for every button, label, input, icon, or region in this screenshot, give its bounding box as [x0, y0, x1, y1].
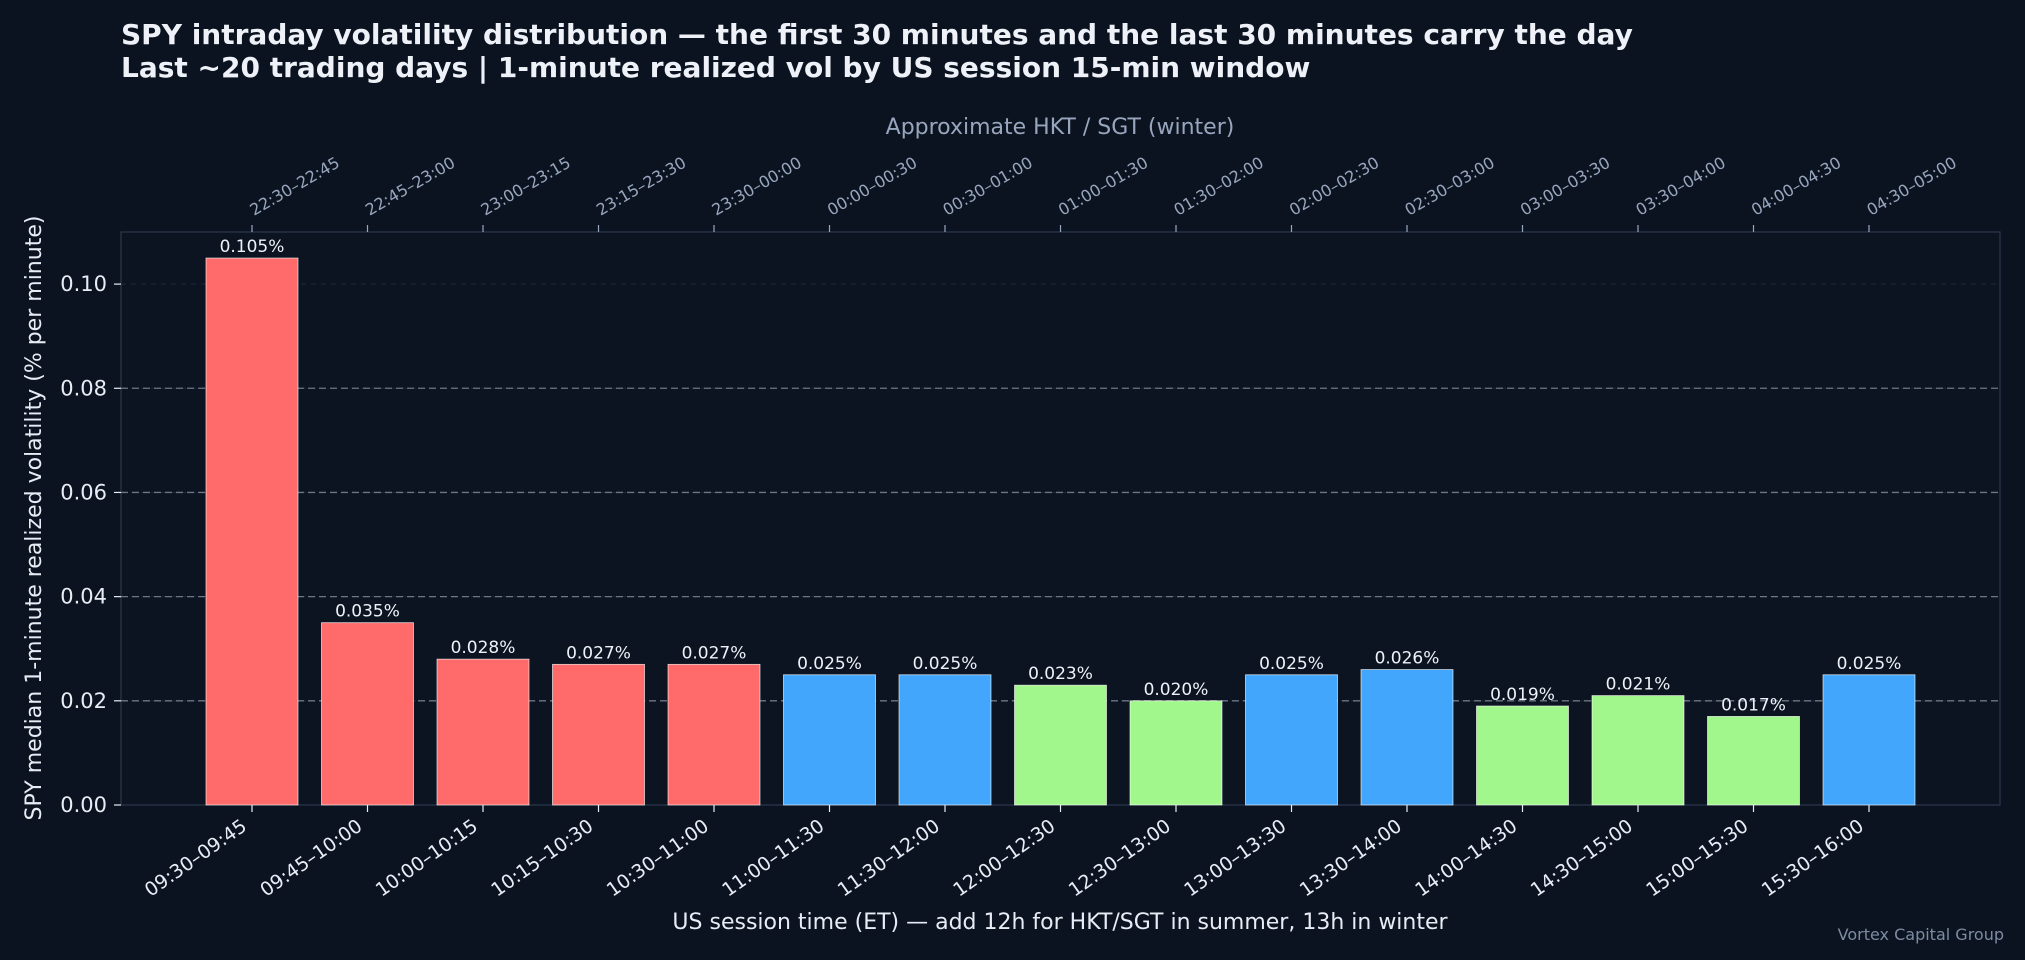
x-tick-label: 11:00–11:30: [718, 815, 828, 901]
data-label: 0.025%: [1837, 654, 1902, 674]
x-tick-label: 12:30–13:00: [1065, 815, 1175, 901]
y-tick-label: 0.00: [60, 793, 107, 817]
y-axis-title: SPY median 1-minute realized volatility …: [22, 216, 47, 821]
data-label: 0.027%: [566, 643, 631, 663]
x-tick-label: 15:30–16:00: [1758, 815, 1868, 901]
chart-title: SPY intraday volatility distribution — t…: [121, 18, 1633, 51]
chart-subtitle: Last ~20 trading days | 1-minute realize…: [121, 51, 1311, 84]
x-tick-label: 09:30–09:45: [141, 815, 251, 901]
top-x-tick-label: 00:00–00:30: [824, 153, 920, 220]
x-tick-label: 13:30–14:00: [1296, 815, 1406, 901]
data-label: 0.021%: [1606, 675, 1671, 695]
data-label: 0.017%: [1721, 695, 1786, 715]
x-tick-label: 10:30–11:00: [603, 815, 713, 901]
x-tick-label: 09:45–10:00: [256, 815, 366, 901]
bar: [205, 257, 299, 806]
x-tick-label: 14:30–15:00: [1527, 815, 1637, 901]
top-x-tick-label: 03:00–03:30: [1517, 153, 1613, 220]
top-x-tick-label: 02:30–03:00: [1402, 153, 1498, 220]
chart-title-block: SPY intraday volatility distribution — t…: [121, 18, 1633, 84]
data-label: 0.027%: [682, 643, 747, 663]
data-label: 0.025%: [797, 654, 862, 674]
top-x-tick-label: 01:30–02:00: [1171, 153, 1267, 220]
top-x-tick-label: 04:30–05:00: [1864, 153, 1960, 220]
bar: [1360, 669, 1454, 806]
secondary-x-axis-title: Approximate HKT / SGT (winter): [886, 115, 1235, 140]
data-label: 0.028%: [451, 638, 516, 658]
x-tick-label: 10:00–10:15: [372, 815, 482, 901]
top-x-tick-label: 04:00–04:30: [1748, 153, 1844, 220]
bar: [552, 663, 645, 806]
bar: [1707, 716, 1800, 806]
bar: [321, 622, 414, 806]
x-tick-label: 12:00–12:30: [949, 815, 1059, 901]
data-label: 0.035%: [335, 602, 400, 622]
top-x-tick-label: 23:00–23:15: [478, 153, 574, 220]
x-tick-label: 14:00–14:30: [1411, 815, 1521, 901]
x-tick-label: 11:30–12:00: [834, 815, 944, 901]
top-x-tick-label: 03:30–04:00: [1633, 153, 1729, 220]
data-label: 0.025%: [913, 654, 978, 674]
watermark: Vortex Capital Group: [1837, 925, 2004, 944]
bar: [1591, 695, 1685, 806]
data-label: 0.105%: [220, 237, 285, 257]
bar: [667, 663, 761, 806]
x-tick-label: 13:00–13:30: [1180, 815, 1290, 901]
bar: [1245, 674, 1338, 806]
top-x-tick-label: 01:00–01:30: [1055, 153, 1151, 220]
x-axis-top: 22:30–22:45 22:45–23:00 23:00–23:15 23:15–2…: [247, 153, 1960, 232]
bar: [783, 674, 876, 806]
data-label: 0.025%: [1259, 654, 1324, 674]
bar: [1822, 674, 1916, 806]
x-tick-label: 10:15–10:30: [487, 815, 597, 901]
x-axis-title: US session time (ET) — add 12h for HKT/S…: [672, 910, 1448, 935]
data-label: 0.023%: [1028, 664, 1093, 684]
top-x-tick-label: 23:15–23:30: [593, 153, 689, 220]
data-label: 0.019%: [1490, 685, 1555, 705]
top-x-tick-label: 00:30–01:00: [940, 153, 1036, 220]
x-tick-label: 15:00–15:30: [1642, 815, 1752, 901]
top-x-tick-label: 22:45–23:00: [362, 153, 458, 220]
bar-layer: [205, 257, 1916, 806]
y-axis: 0.00 0.02 0.04 0.06 0.08 0.10: [60, 272, 121, 817]
y-tick-label: 0.10: [60, 272, 107, 296]
bar: [1129, 700, 1223, 806]
x-axis-bottom: 09:30–09:45 09:45–10:00 10:00–10:15 10:15–1…: [141, 805, 1870, 901]
bar: [1476, 705, 1569, 806]
top-x-tick-label: 02:00–02:30: [1286, 153, 1382, 220]
y-tick-label: 0.02: [60, 689, 107, 713]
y-tick-label: 0.04: [60, 585, 107, 609]
y-tick-label: 0.06: [60, 480, 107, 504]
top-x-tick-label: 23:30–00:00: [709, 153, 805, 220]
y-tick-label: 0.08: [60, 376, 107, 400]
data-label: 0.026%: [1375, 649, 1440, 669]
data-label: 0.020%: [1144, 680, 1209, 700]
bar: [898, 674, 992, 806]
bar: [436, 658, 530, 806]
top-x-tick-label: 22:30–22:45: [247, 153, 343, 220]
bar: [1014, 684, 1107, 806]
data-label-layer: 0.105% 0.035% 0.028% 0.027% 0.027% 0.025% 0.02…: [220, 237, 1902, 715]
